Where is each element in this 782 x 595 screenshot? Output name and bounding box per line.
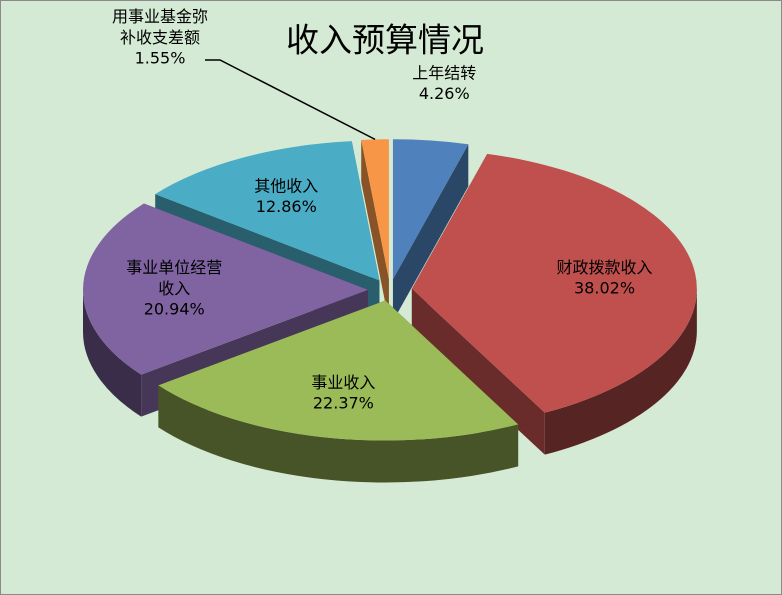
- slice-side: [392, 144, 469, 322]
- pie-slice: [83, 203, 369, 375]
- slice-label: 事业单位经营收入: [126, 258, 222, 298]
- slice-side: [83, 289, 142, 417]
- slice-value-label: 20.94%: [144, 300, 205, 319]
- chart-title: 收入预算情况: [286, 21, 484, 60]
- slice-label-line: 其他收入: [254, 176, 318, 195]
- slice-side: [158, 385, 519, 483]
- slice-label: 上年结转: [412, 63, 476, 82]
- pie-slice: [411, 153, 697, 413]
- slice-value-label: 12.86%: [256, 197, 317, 216]
- slice-label-line: 收入: [158, 279, 190, 298]
- slice-side: [544, 288, 697, 455]
- slice-label-line: 事业收入: [311, 373, 375, 392]
- pie-slice: [392, 139, 469, 280]
- pie-slice: [158, 300, 519, 441]
- slice-label-line: 用事业基金弥: [112, 7, 208, 26]
- slice-label-line: 事业单位经营: [126, 258, 222, 277]
- slice-value-label: 1.55%: [135, 49, 186, 68]
- slice-label-line: 上年结转: [412, 63, 476, 82]
- slice-value-label: 4.26%: [419, 84, 470, 103]
- slice-label: 财政拨款收入: [557, 257, 653, 276]
- slice-side: [411, 288, 545, 455]
- slice-value-label: 22.37%: [313, 394, 374, 413]
- slice-label: 事业收入: [311, 373, 375, 392]
- slice-side: [361, 139, 389, 322]
- slice-label-line: 补收支差额: [120, 28, 200, 47]
- leader-line: [205, 59, 376, 141]
- slice-label: 用事业基金弥补收支差额: [112, 7, 208, 47]
- pie-slice: [155, 141, 380, 281]
- slice-value-label: 38.02%: [574, 278, 635, 297]
- slice-label-line: 财政拨款收入: [557, 257, 653, 276]
- pie-slice: [361, 139, 389, 280]
- slice-label: 其他收入: [254, 176, 318, 195]
